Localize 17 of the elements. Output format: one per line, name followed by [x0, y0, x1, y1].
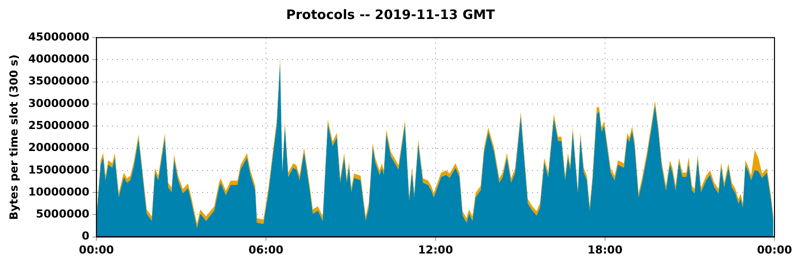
y-tick-label: 35000000: [28, 74, 90, 88]
y-tick-label: 25000000: [28, 118, 90, 132]
y-tick-label: 10000000: [28, 185, 90, 198]
chart-title: Protocols -- 2019-11-13 GMT: [286, 8, 496, 24]
y-axis-title: Bytes per time slot (300 s): [7, 54, 20, 220]
y-tick-label: 20000000: [28, 141, 90, 154]
y-tick-label: 40000000: [28, 52, 90, 66]
y-tick-label: 0: [82, 230, 90, 243]
y-tick-label: 15000000: [28, 163, 90, 176]
x-tick-label: 06:00: [248, 243, 284, 256]
x-tick-label: 12:00: [418, 243, 454, 256]
y-tick-label: 30000000: [28, 96, 90, 110]
x-tick-label: 00:00: [78, 243, 114, 256]
y-tick-label: 5000000: [36, 208, 90, 221]
x-tick-label: 00:00: [756, 243, 792, 256]
x-tick-label: 18:00: [587, 243, 623, 256]
y-tick-label: 45000000: [28, 30, 90, 44]
